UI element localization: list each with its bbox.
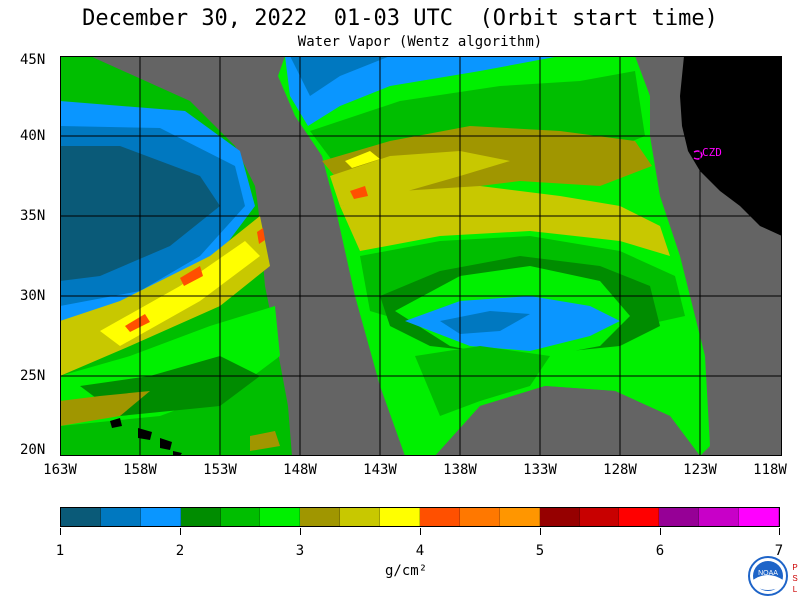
colorbar-tick-7: 7 bbox=[774, 543, 784, 559]
lon-label-138w: 138W bbox=[443, 462, 477, 478]
chart-subtitle: Water Vapor (Wentz algorithm) bbox=[297, 34, 543, 50]
colorbar-tick-6: 6 bbox=[655, 543, 665, 559]
colorbar-swatch bbox=[659, 508, 700, 526]
lon-label-163w: 163W bbox=[43, 462, 77, 478]
graticule bbox=[60, 56, 782, 456]
lat-label-35n: 35N bbox=[20, 208, 46, 224]
colorbar-tick-3: 3 bbox=[295, 543, 305, 559]
chart-title: December 30, 2022 01-03 UTC (Orbit start… bbox=[82, 6, 718, 31]
colorbar-swatch bbox=[100, 508, 141, 526]
colorbar-swatch bbox=[739, 508, 780, 526]
land-mass bbox=[680, 56, 782, 236]
noaa-logo-icon: NOAA bbox=[748, 556, 788, 596]
lon-label-133w: 133W bbox=[523, 462, 557, 478]
lat-label-20n: 20N bbox=[20, 442, 46, 458]
colorbar-swatch bbox=[380, 508, 421, 526]
colorbar-tick-4: 4 bbox=[415, 543, 425, 559]
svg-text:P: P bbox=[792, 563, 797, 572]
lon-label-143w: 143W bbox=[363, 462, 397, 478]
svg-text:S: S bbox=[792, 574, 797, 583]
colorbar-swatch bbox=[579, 508, 620, 526]
colorbar-swatch bbox=[300, 508, 341, 526]
colorbar-swatch bbox=[539, 508, 580, 526]
colorbar-swatch bbox=[619, 508, 660, 526]
lon-label-148w: 148W bbox=[283, 462, 317, 478]
station-marker-icon bbox=[693, 150, 703, 160]
colorbar-swatch bbox=[140, 508, 181, 526]
colorbar-swatch bbox=[180, 508, 221, 526]
colorbar-units: g/cm² bbox=[385, 563, 428, 579]
colorbar-swatch bbox=[220, 508, 261, 526]
svg-text:NOAA: NOAA bbox=[758, 570, 778, 577]
svg-text:L: L bbox=[793, 585, 798, 594]
lon-label-118w: 118W bbox=[753, 462, 787, 478]
colorbar-tick-5: 5 bbox=[535, 543, 545, 559]
lon-label-128w: 128W bbox=[603, 462, 637, 478]
station-label: CZD bbox=[702, 146, 722, 159]
central-swath bbox=[278, 56, 710, 456]
lat-label-25n: 25N bbox=[20, 368, 46, 384]
lat-label-45n: 45N bbox=[20, 52, 46, 68]
colorbar-swatch bbox=[61, 508, 101, 526]
colorbar-swatch bbox=[499, 508, 540, 526]
psl-side-text: P S L bbox=[792, 563, 798, 594]
colorbar-tick-2: 2 bbox=[175, 543, 185, 559]
lon-label-123w: 123W bbox=[683, 462, 717, 478]
lat-label-30n: 30N bbox=[20, 288, 46, 304]
colorbar bbox=[60, 507, 780, 527]
colorbar-swatch bbox=[260, 508, 301, 526]
colorbar-swatch bbox=[420, 508, 460, 526]
lat-label-40n: 40N bbox=[20, 128, 46, 144]
colorbar-swatch bbox=[699, 508, 740, 526]
colorbar-tick-1: 1 bbox=[55, 543, 65, 559]
lon-label-153w: 153W bbox=[203, 462, 237, 478]
water-vapor-map: CZD bbox=[60, 56, 782, 456]
colorbar-swatch bbox=[340, 508, 381, 526]
lon-label-158w: 158W bbox=[123, 462, 157, 478]
colorbar-swatch bbox=[459, 508, 500, 526]
